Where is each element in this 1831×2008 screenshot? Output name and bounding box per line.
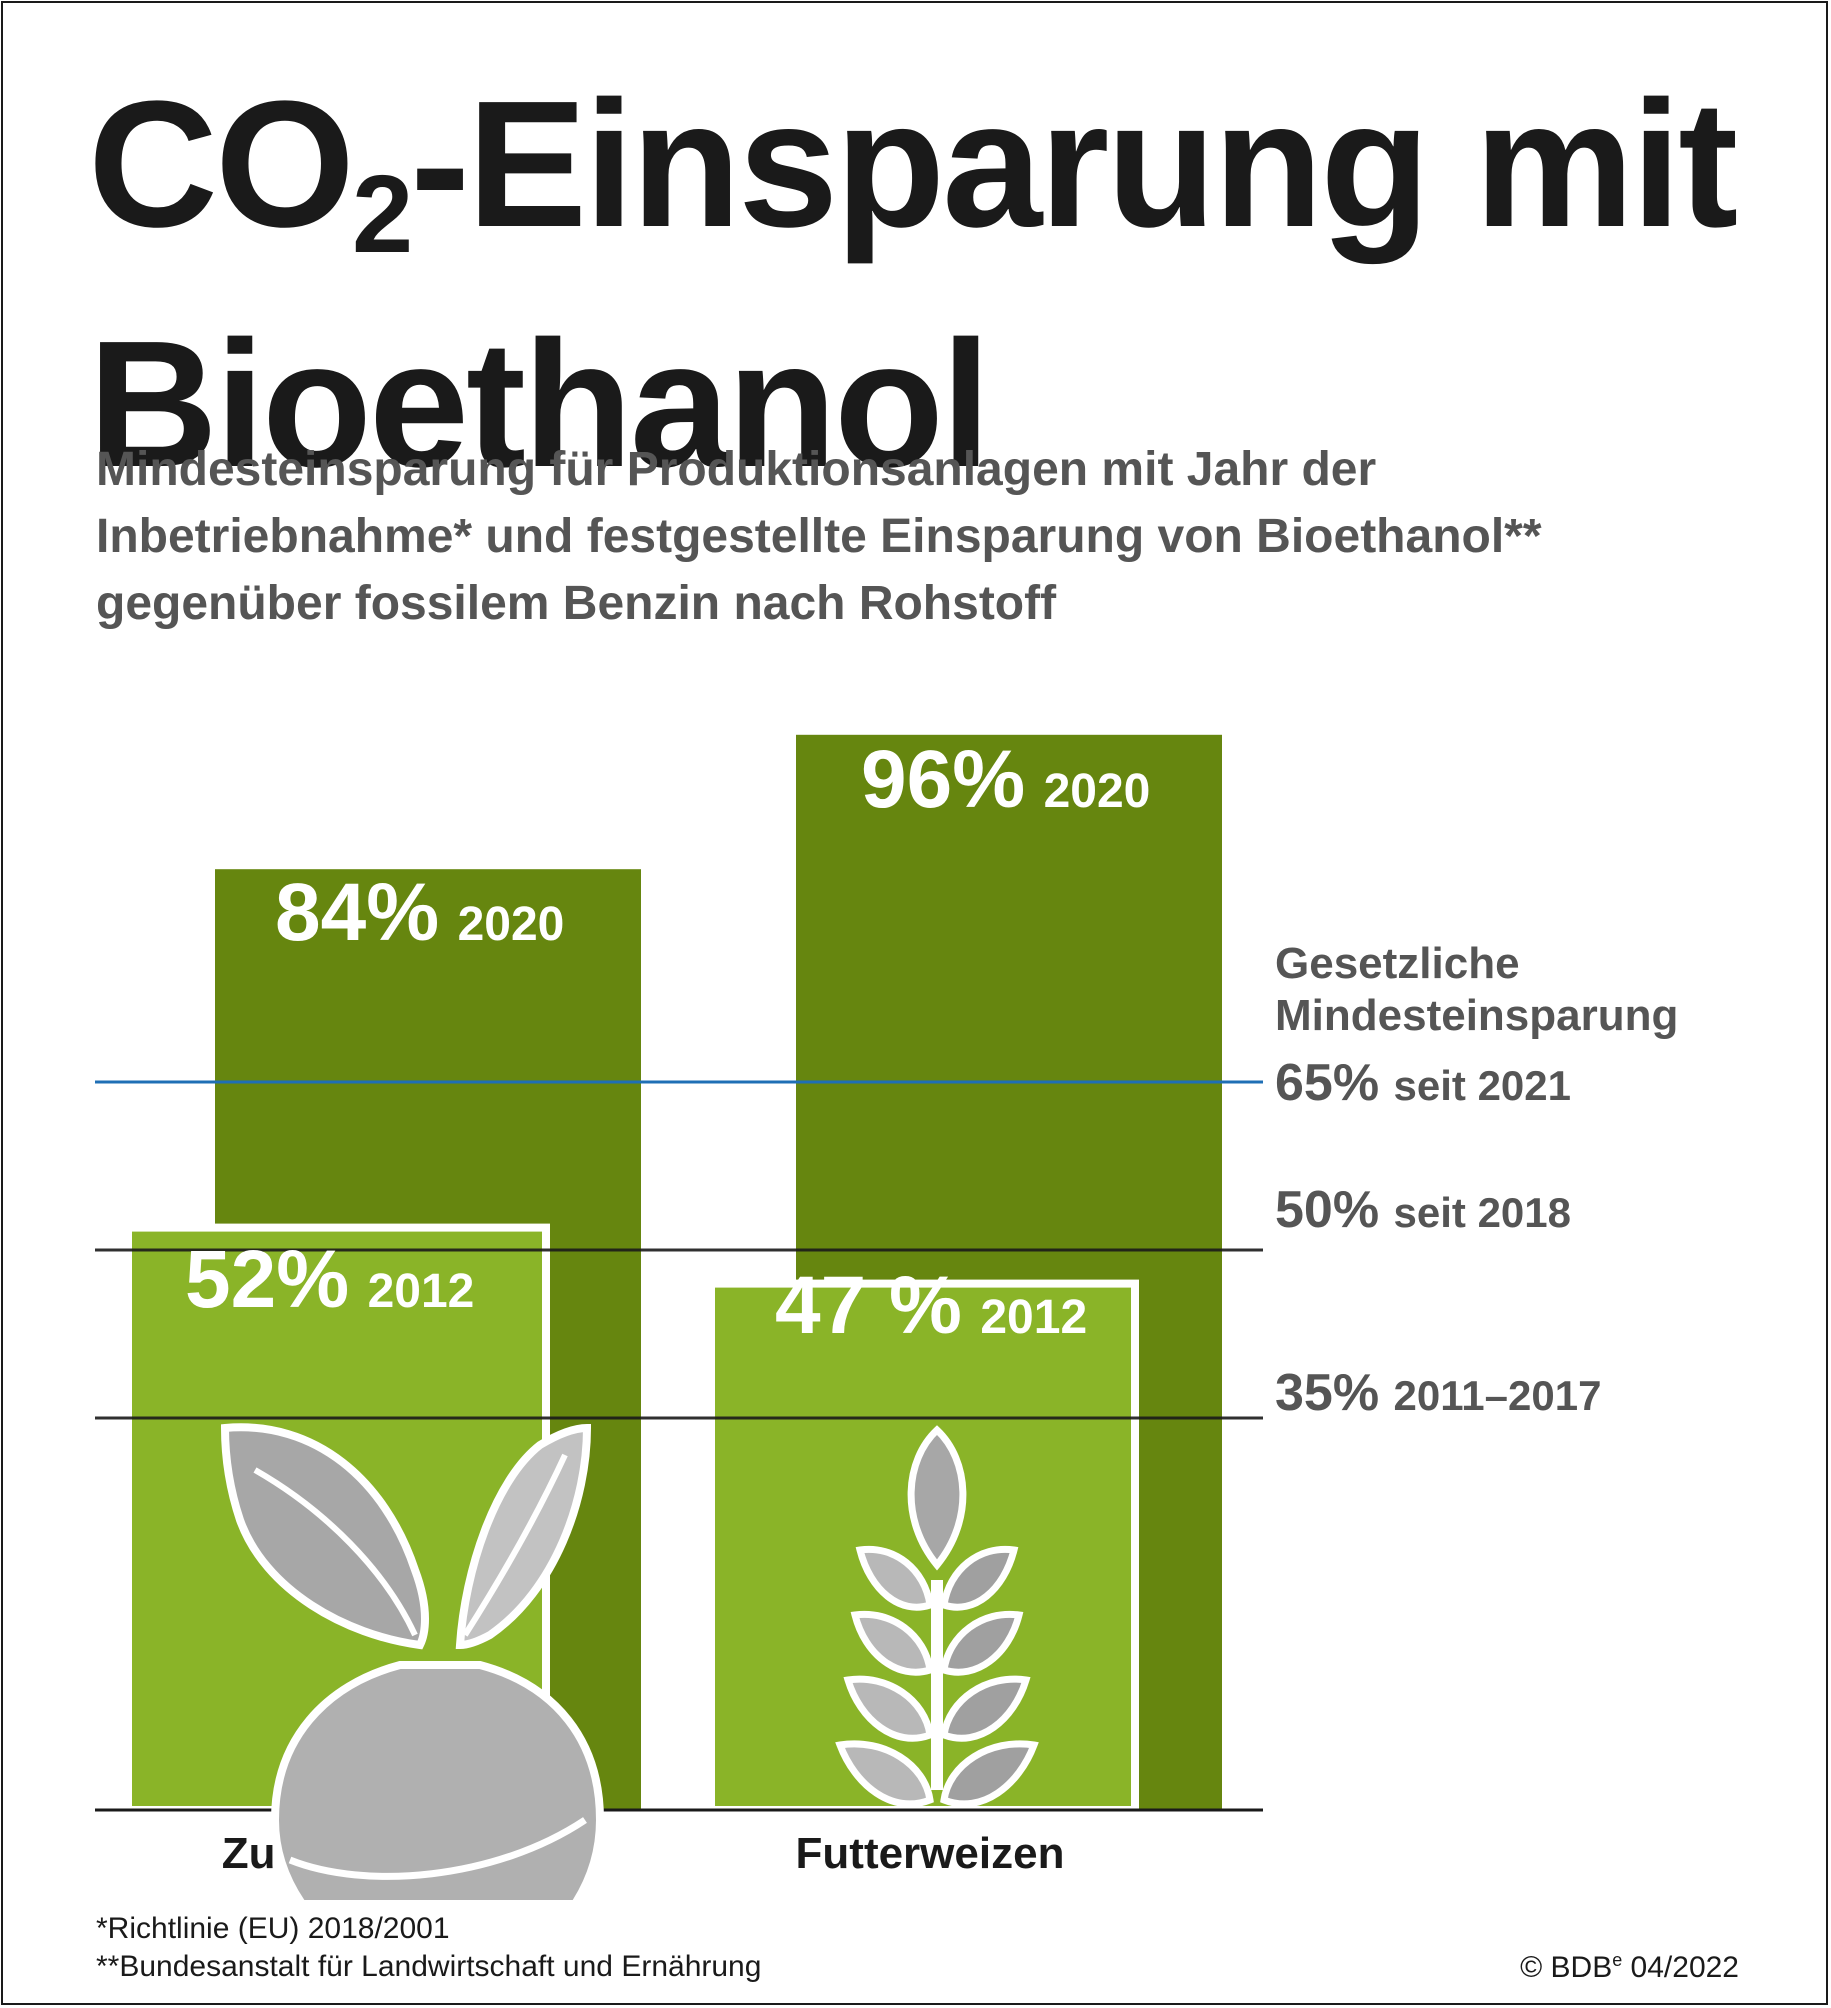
copyright-prefix: © BDB	[1520, 1951, 1613, 1984]
title-line1-rest: -Einsparung mit	[410, 64, 1738, 265]
wheat-grain-r4	[940, 1740, 1039, 1808]
chart-subtitle: Mindesteinsparung für Produktionsanlagen…	[96, 443, 1542, 630]
reference-heading-line2: Mindesteinsparung	[1275, 991, 1678, 1040]
reference-label-35-period: 2011–2017	[1394, 1372, 1602, 1419]
label-2020-zuckerrueben-year: 2020	[458, 898, 565, 951]
label-2020-zuckerrueben-value: 84%	[275, 867, 439, 958]
wheat-grain-l4	[835, 1740, 934, 1808]
label-2012-futterweizen: 47 % 2012	[775, 1260, 1087, 1351]
label-2012-zuckerrueben-value: 52%	[185, 1234, 349, 1325]
beet-leaf-vein-right	[462, 1453, 568, 1637]
sugar-beet-icon	[220, 1423, 605, 1900]
title-subscript-2: 2	[352, 153, 413, 276]
reference-label-65: 65% seit 2021	[1275, 1054, 1571, 1112]
wheat-grain-l3	[843, 1675, 934, 1742]
wheat-grain-r3	[940, 1675, 1031, 1742]
wheat-top-grain	[907, 1425, 967, 1571]
footnote-1: *Richtlinie (EU) 2018/2001	[96, 1912, 450, 1945]
wheat-grain-r2	[940, 1610, 1024, 1676]
reference-label-35-value: 35%	[1275, 1364, 1379, 1422]
reference-label-50: 50% seit 2018	[1275, 1181, 1571, 1239]
beet-leaf-vein-left	[253, 1467, 418, 1637]
wheat-grain-l2	[850, 1610, 934, 1676]
reference-line-group	[95, 1080, 1263, 1420]
label-2020-futterweizen-value: 96%	[861, 734, 1025, 825]
wheat-grain-l1	[855, 1545, 934, 1611]
reference-label-50-value: 50%	[1275, 1181, 1379, 1239]
copyright: © BDBe 04/2022	[1520, 1950, 1739, 1985]
reference-label-65-period: seit 2021	[1394, 1062, 1571, 1109]
copyright-superscript: e	[1612, 1950, 1623, 1970]
reference-label-35: 35% 2011–2017	[1275, 1364, 1601, 1422]
bar-chart: Gesetzliche Mindesteinsparung 65% seit 2…	[95, 734, 1678, 1900]
label-2012-futterweizen-year: 2012	[980, 1291, 1087, 1344]
label-2012-zuckerrueben: 52% 2012	[185, 1234, 474, 1325]
chart-title: CO2-Einsparung mit Bioethanol	[88, 70, 1738, 500]
beet-body	[270, 1661, 605, 1900]
wheat-grain-r1	[940, 1545, 1019, 1611]
beet-band-1	[288, 1817, 587, 1880]
value-labels: 84% 2020 96% 2020 52% 2012 47 % 2012	[185, 734, 1150, 1351]
footnote-2: **Bundesanstalt für Landwirtschaft und E…	[96, 1950, 762, 1983]
wheat-icon	[835, 1425, 1039, 1808]
label-2020-zuckerrueben: 84% 2020	[275, 867, 564, 958]
reference-label-65-value: 65%	[1275, 1054, 1379, 1112]
copyright-date: 04/2022	[1622, 1951, 1739, 1984]
label-2020-futterweizen: 96% 2020	[861, 734, 1150, 825]
reference-label-50-period: seit 2018	[1394, 1189, 1571, 1236]
title-co: CO	[88, 64, 355, 265]
reference-heading-line1: Gesetzliche	[1275, 939, 1520, 988]
label-2012-zuckerrueben-year: 2012	[368, 1265, 475, 1318]
reference-labels: Gesetzliche Mindesteinsparung 65% seit 2…	[1275, 939, 1678, 1422]
title-line2: Bioethanol	[88, 304, 991, 505]
label-2020-futterweizen-year: 2020	[1044, 765, 1151, 818]
label-2012-futterweizen-value: 47 %	[775, 1260, 962, 1351]
category-label-futterweizen: Futterweizen	[796, 1829, 1065, 1878]
